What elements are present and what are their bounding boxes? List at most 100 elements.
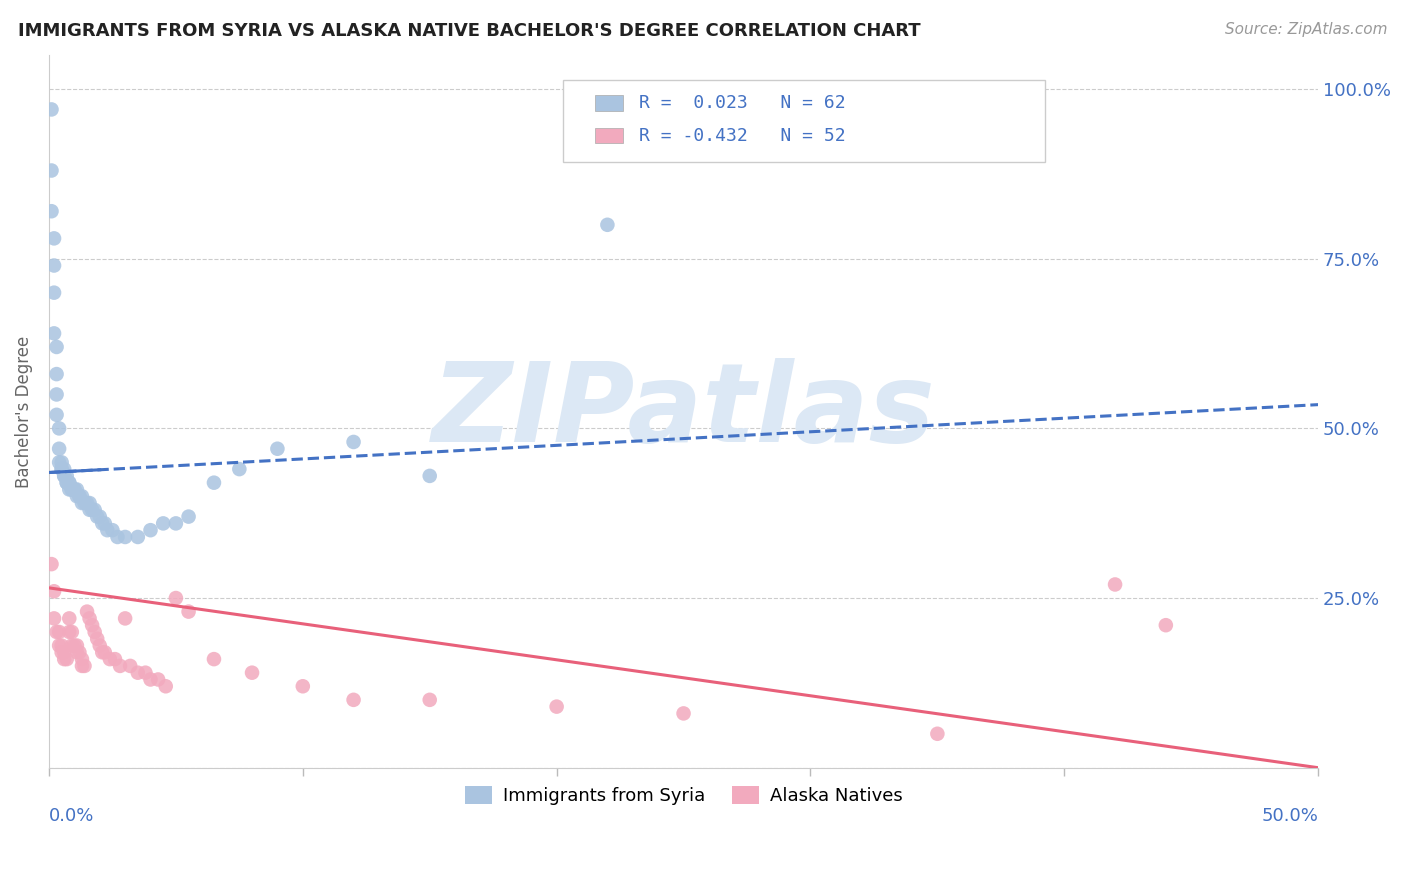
- Point: [114, 611, 136, 625]
- Point: [73, 659, 96, 673]
- Point: [51, 645, 73, 659]
- Point: [48, 442, 70, 456]
- Point: [60, 483, 83, 497]
- Point: [53, 652, 76, 666]
- Point: [58, 624, 80, 639]
- Point: [127, 665, 149, 680]
- Legend: Immigrants from Syria, Alaska Natives: Immigrants from Syria, Alaska Natives: [457, 779, 910, 812]
- Point: [672, 706, 695, 721]
- Point: [42, 259, 65, 273]
- Point: [419, 469, 441, 483]
- Point: [240, 665, 263, 680]
- Point: [546, 699, 568, 714]
- Point: [55, 475, 77, 490]
- Point: [927, 727, 949, 741]
- Point: [42, 326, 65, 341]
- Y-axis label: Bachelor's Degree: Bachelor's Degree: [15, 335, 32, 488]
- Point: [60, 483, 83, 497]
- Point: [152, 516, 174, 531]
- Point: [55, 469, 77, 483]
- Point: [63, 483, 86, 497]
- Text: 0.0%: 0.0%: [49, 807, 94, 825]
- Point: [51, 455, 73, 469]
- Point: [67, 645, 90, 659]
- Point: [91, 645, 114, 659]
- Point: [134, 665, 156, 680]
- Text: ZIPatlas: ZIPatlas: [432, 358, 935, 465]
- Point: [342, 434, 364, 449]
- FancyBboxPatch shape: [595, 95, 623, 111]
- Point: [70, 496, 93, 510]
- Point: [60, 639, 83, 653]
- Point: [165, 516, 187, 531]
- Point: [89, 639, 111, 653]
- Point: [42, 231, 65, 245]
- Point: [63, 639, 86, 653]
- Point: [86, 632, 108, 646]
- Point: [45, 387, 67, 401]
- Point: [104, 652, 127, 666]
- Point: [53, 469, 76, 483]
- Text: R = -0.432   N = 52: R = -0.432 N = 52: [640, 127, 846, 145]
- Point: [45, 624, 67, 639]
- Text: Source: ZipAtlas.com: Source: ZipAtlas.com: [1225, 22, 1388, 37]
- Point: [114, 530, 136, 544]
- Point: [53, 645, 76, 659]
- Point: [55, 652, 77, 666]
- Point: [89, 509, 111, 524]
- Point: [63, 483, 86, 497]
- Point: [67, 489, 90, 503]
- Point: [45, 367, 67, 381]
- Point: [48, 624, 70, 639]
- Point: [202, 475, 225, 490]
- FancyBboxPatch shape: [595, 128, 623, 144]
- Point: [53, 462, 76, 476]
- Point: [120, 659, 142, 673]
- Point: [596, 218, 619, 232]
- Point: [58, 475, 80, 490]
- Point: [76, 605, 98, 619]
- Point: [48, 455, 70, 469]
- Point: [58, 611, 80, 625]
- Point: [42, 584, 65, 599]
- Point: [342, 693, 364, 707]
- Point: [419, 693, 441, 707]
- Point: [42, 611, 65, 625]
- Point: [96, 523, 118, 537]
- Point: [86, 509, 108, 524]
- Point: [76, 496, 98, 510]
- Point: [66, 639, 89, 653]
- Point: [79, 611, 101, 625]
- Point: [51, 462, 73, 476]
- Point: [41, 163, 63, 178]
- Point: [58, 483, 80, 497]
- Point: [91, 516, 114, 531]
- Point: [79, 496, 101, 510]
- Point: [146, 673, 169, 687]
- Point: [177, 605, 200, 619]
- Point: [98, 652, 121, 666]
- Point: [82, 618, 104, 632]
- Point: [70, 489, 93, 503]
- Point: [177, 509, 200, 524]
- Point: [58, 475, 80, 490]
- Point: [66, 645, 89, 659]
- Point: [48, 421, 70, 435]
- Point: [94, 645, 117, 659]
- Point: [127, 530, 149, 544]
- Point: [60, 624, 83, 639]
- Point: [94, 516, 117, 531]
- Point: [291, 679, 314, 693]
- Text: R =  0.023   N = 62: R = 0.023 N = 62: [640, 94, 846, 112]
- Point: [45, 408, 67, 422]
- Point: [101, 523, 124, 537]
- Point: [107, 530, 129, 544]
- Point: [1104, 577, 1126, 591]
- Point: [42, 285, 65, 300]
- Point: [139, 673, 162, 687]
- Point: [51, 462, 73, 476]
- Point: [66, 489, 89, 503]
- Point: [53, 469, 76, 483]
- Point: [41, 204, 63, 219]
- Point: [108, 659, 131, 673]
